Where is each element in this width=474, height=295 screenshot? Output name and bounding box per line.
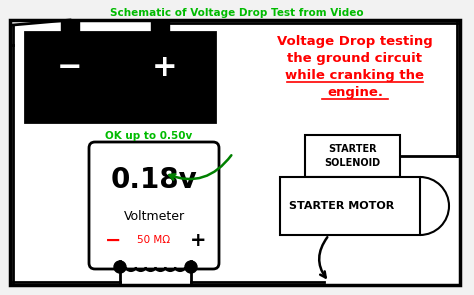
Text: while cranking the: while cranking the [285,69,425,82]
Text: STARTER
SOLENOID: STARTER SOLENOID [324,144,381,168]
Text: STARTER MOTOR: STARTER MOTOR [289,201,395,211]
Text: −: − [57,53,83,81]
Text: Voltmeter: Voltmeter [123,209,184,222]
Circle shape [114,261,126,273]
Bar [10,20,460,285]
Text: Schematic of Voltage Drop Test from Video: Schematic of Voltage Drop Test from Vide… [110,8,364,18]
Bar [151,20,169,32]
Text: 0.18v: 0.18v [110,166,197,194]
Text: −: − [105,230,121,250]
Bar [305,135,400,177]
Text: +: + [152,53,178,81]
Text: Voltage Drop testing: Voltage Drop testing [277,35,433,48]
Bar [280,177,420,235]
Bar [25,32,215,122]
Text: the ground circuit: the ground circuit [288,52,422,65]
Text: +: + [190,230,206,250]
Text: engine.: engine. [327,86,383,99]
Text: OK up to 0.50v: OK up to 0.50v [105,131,192,141]
Circle shape [185,261,197,273]
Bar [61,20,79,32]
FancyBboxPatch shape [89,142,219,269]
Text: 50 MΩ: 50 MΩ [137,235,171,245]
